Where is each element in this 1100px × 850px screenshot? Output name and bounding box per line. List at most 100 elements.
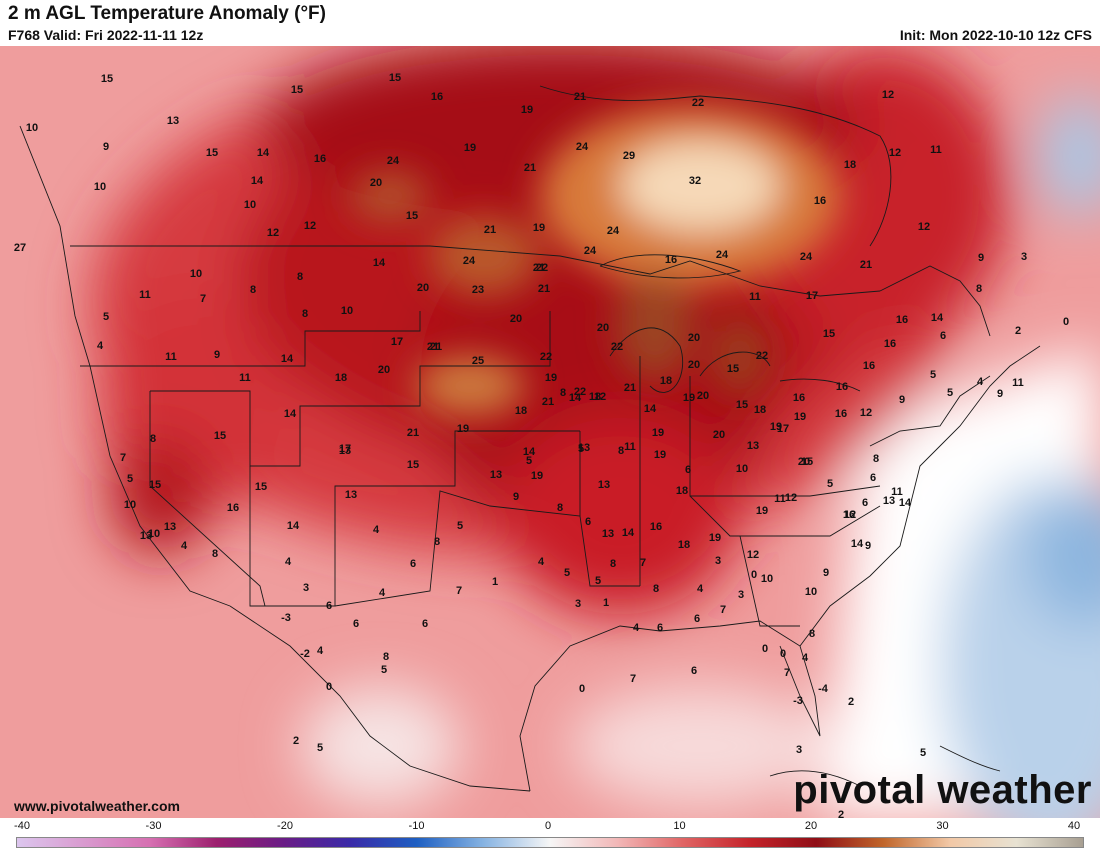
anomaly-value-label: 11 bbox=[891, 486, 903, 498]
anomaly-value-label: 5 bbox=[595, 575, 601, 587]
map-title: 2 m AGL Temperature Anomaly (°F) bbox=[8, 3, 326, 24]
anomaly-value-label: 19 bbox=[709, 532, 721, 544]
anomaly-value-label: 4 bbox=[633, 622, 640, 634]
anomaly-value-label: 2 bbox=[848, 696, 854, 708]
anomaly-value-label: 11 bbox=[139, 289, 151, 301]
lake-michigan bbox=[609, 327, 684, 393]
anomaly-value-label: 19 bbox=[521, 104, 533, 116]
anomaly-value-label: 22 bbox=[536, 262, 548, 274]
colorbar-tick-label: -40 bbox=[14, 820, 30, 832]
anomaly-value-label: 5 bbox=[526, 455, 532, 467]
lakes-huron-erie bbox=[699, 351, 861, 392]
anomaly-value-label: 7 bbox=[630, 673, 636, 685]
anomaly-value-label: 4 bbox=[97, 340, 104, 352]
colorbar bbox=[16, 837, 1084, 848]
anomaly-value-label: 5 bbox=[103, 311, 109, 323]
anomaly-value-label: 10 bbox=[244, 199, 256, 211]
anomaly-value-label: 10 bbox=[190, 268, 202, 280]
anomaly-value-label: 12 bbox=[844, 509, 856, 521]
site-url[interactable]: www.pivotalweather.com bbox=[14, 798, 180, 814]
nevada-california bbox=[149, 391, 266, 607]
anomaly-value-label: 13 bbox=[167, 115, 179, 127]
valid-time: F768 Valid: Fri 2022-11-11 12z bbox=[8, 27, 204, 43]
anomaly-value-label: 21 bbox=[484, 224, 496, 236]
anomaly-value-label: 7 bbox=[200, 293, 206, 305]
anomaly-value-label: 15 bbox=[823, 328, 835, 340]
anomaly-value-label: 12 bbox=[304, 220, 316, 232]
anomaly-value-label: 15 bbox=[101, 73, 113, 85]
anomaly-value-label: 7 bbox=[720, 604, 726, 616]
anomaly-value-label: 9 bbox=[899, 394, 905, 406]
anomaly-value-label: 21 bbox=[574, 91, 586, 103]
anomaly-value-label: 24 bbox=[387, 155, 400, 167]
anomaly-value-label: 9 bbox=[865, 540, 871, 552]
anomaly-value-label: 9 bbox=[103, 141, 109, 153]
anomaly-value-label: 12 bbox=[785, 492, 797, 504]
anomaly-value-label: 0 bbox=[579, 683, 585, 695]
anomaly-value-label: 11 bbox=[165, 351, 177, 363]
map-header: 2 m AGL Temperature Anomaly (°F) F768 Va… bbox=[0, 0, 1100, 46]
anomaly-value-label: 6 bbox=[685, 464, 691, 476]
anomaly-value-label: 5 bbox=[947, 387, 953, 399]
anomaly-value-label: 12 bbox=[889, 147, 901, 159]
anomaly-value-label: 13 bbox=[345, 489, 357, 501]
anomaly-value-label: 18 bbox=[589, 391, 601, 403]
anomaly-value-label: 19 bbox=[654, 449, 666, 461]
midatlantic-lines bbox=[869, 375, 991, 447]
anomaly-value-label: 14 bbox=[569, 392, 582, 404]
anomaly-value-label: 2 bbox=[1015, 325, 1021, 337]
anomaly-value-label: 22 bbox=[574, 386, 586, 398]
anomaly-value-label: 9 bbox=[214, 349, 220, 361]
anomaly-value-label: 0 bbox=[751, 569, 757, 581]
anomaly-value-label: -3 bbox=[793, 695, 803, 707]
anomaly-value-label: 11 bbox=[624, 441, 636, 453]
anomaly-value-label: 14 bbox=[523, 446, 536, 458]
anomaly-value-label: 8 bbox=[383, 651, 389, 663]
anomaly-value-label: 12 bbox=[267, 227, 279, 239]
anomaly-value-label: 11 bbox=[239, 372, 251, 384]
anomaly-value-label: 23 bbox=[472, 284, 484, 296]
anomaly-value-label: 21 bbox=[542, 396, 554, 408]
anomaly-value-label: 24 bbox=[463, 255, 476, 267]
anomaly-value-label: 12 bbox=[882, 89, 894, 101]
anomaly-value-label: 13 bbox=[598, 479, 610, 491]
anomaly-value-label: 22 bbox=[540, 351, 552, 363]
anomaly-value-label: 18 bbox=[678, 539, 690, 551]
pivotal-weather-watermark: pivotal weather bbox=[793, 768, 1092, 812]
anomaly-value-label: 19 bbox=[457, 423, 469, 435]
anomaly-value-label: 19 bbox=[683, 392, 695, 404]
gulf-coast bbox=[519, 620, 821, 792]
anomaly-value-label: 10 bbox=[26, 122, 38, 134]
anomaly-value-label: 7 bbox=[784, 667, 790, 679]
anomaly-value-label: 2 bbox=[838, 809, 844, 818]
anomaly-value-label: 14 bbox=[284, 408, 297, 420]
pacific-coast bbox=[19, 125, 231, 607]
anomaly-value-label: -3 bbox=[281, 612, 291, 624]
anomaly-value-label: 8 bbox=[212, 548, 218, 560]
anomaly-value-label: 6 bbox=[353, 618, 359, 630]
anomaly-value-label: 18 bbox=[676, 485, 688, 497]
anomaly-value-label: 21 bbox=[860, 259, 872, 271]
anomaly-value-label: 5 bbox=[930, 369, 936, 381]
southern-plains bbox=[334, 490, 640, 607]
anomaly-value-label: 19 bbox=[652, 427, 664, 439]
anomaly-value-label: 8 bbox=[873, 453, 879, 465]
anomaly-value-label: -2 bbox=[300, 648, 310, 660]
anomaly-value-label: 14 bbox=[931, 312, 944, 324]
anomaly-value-label: 20 bbox=[597, 322, 609, 334]
anomaly-value-label: 1 bbox=[492, 576, 498, 588]
anomaly-value-label: 16 bbox=[843, 509, 855, 521]
anomaly-value-label: 16 bbox=[814, 195, 826, 207]
anomaly-value-label: 20 bbox=[713, 429, 725, 441]
four-corners bbox=[249, 430, 580, 607]
anomaly-value-label: -4 bbox=[818, 683, 829, 695]
anomaly-value-label: 0 bbox=[1063, 316, 1069, 328]
anomaly-value-label: 8 bbox=[560, 387, 566, 399]
state-lines-north bbox=[80, 311, 421, 367]
anomaly-value-label: 8 bbox=[557, 502, 563, 514]
anomaly-value-label: 10 bbox=[94, 181, 106, 193]
colorbar-tick-label: 10 bbox=[673, 820, 686, 832]
anomaly-value-label: 2 bbox=[293, 735, 299, 747]
